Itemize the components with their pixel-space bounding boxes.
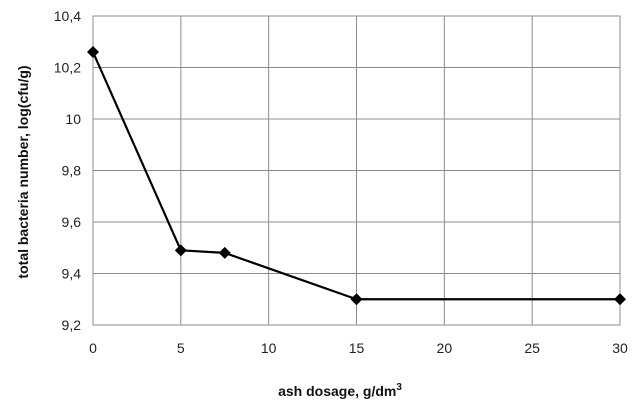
x-tick-label: 25 <box>524 340 540 356</box>
y-tick-label: 9,4 <box>62 266 82 282</box>
y-tick-label: 9,8 <box>62 163 82 179</box>
x-tick-labels: 0 5 10 15 20 25 30 <box>89 340 628 356</box>
x-tick-label: 0 <box>89 340 97 356</box>
x-tick-label: 5 <box>177 340 185 356</box>
data-point-marker <box>174 244 187 257</box>
x-axis-title-superscript: 3 <box>396 382 402 393</box>
y-tick-labels: 9,2 9,4 9,6 9,8 10 10,2 10,4 <box>54 8 81 333</box>
y-tick-label: 10,4 <box>54 8 81 24</box>
grid <box>92 15 621 326</box>
y-tick-label: 10,2 <box>54 60 81 76</box>
y-tick-label: 9,6 <box>62 214 82 230</box>
x-tick-label: 10 <box>261 340 277 356</box>
x-tick-label: 15 <box>349 340 365 356</box>
data-point-marker <box>218 246 231 259</box>
x-axis-title-text: ash dosage, g/dm <box>278 383 396 399</box>
x-axis-title: ash dosage, g/dm3 <box>278 382 402 399</box>
data-point-marker <box>87 46 99 59</box>
data-point-marker <box>614 293 626 306</box>
x-tick-label: 30 <box>612 340 628 356</box>
y-axis-title: total bacteria number, log(cfu/g) <box>15 65 31 278</box>
x-tick-label: 20 <box>437 340 453 356</box>
y-tick-label: 9,2 <box>62 317 82 333</box>
y-tick-label: 10 <box>65 111 81 127</box>
data-point-marker <box>350 293 363 306</box>
markers-group <box>87 46 626 306</box>
